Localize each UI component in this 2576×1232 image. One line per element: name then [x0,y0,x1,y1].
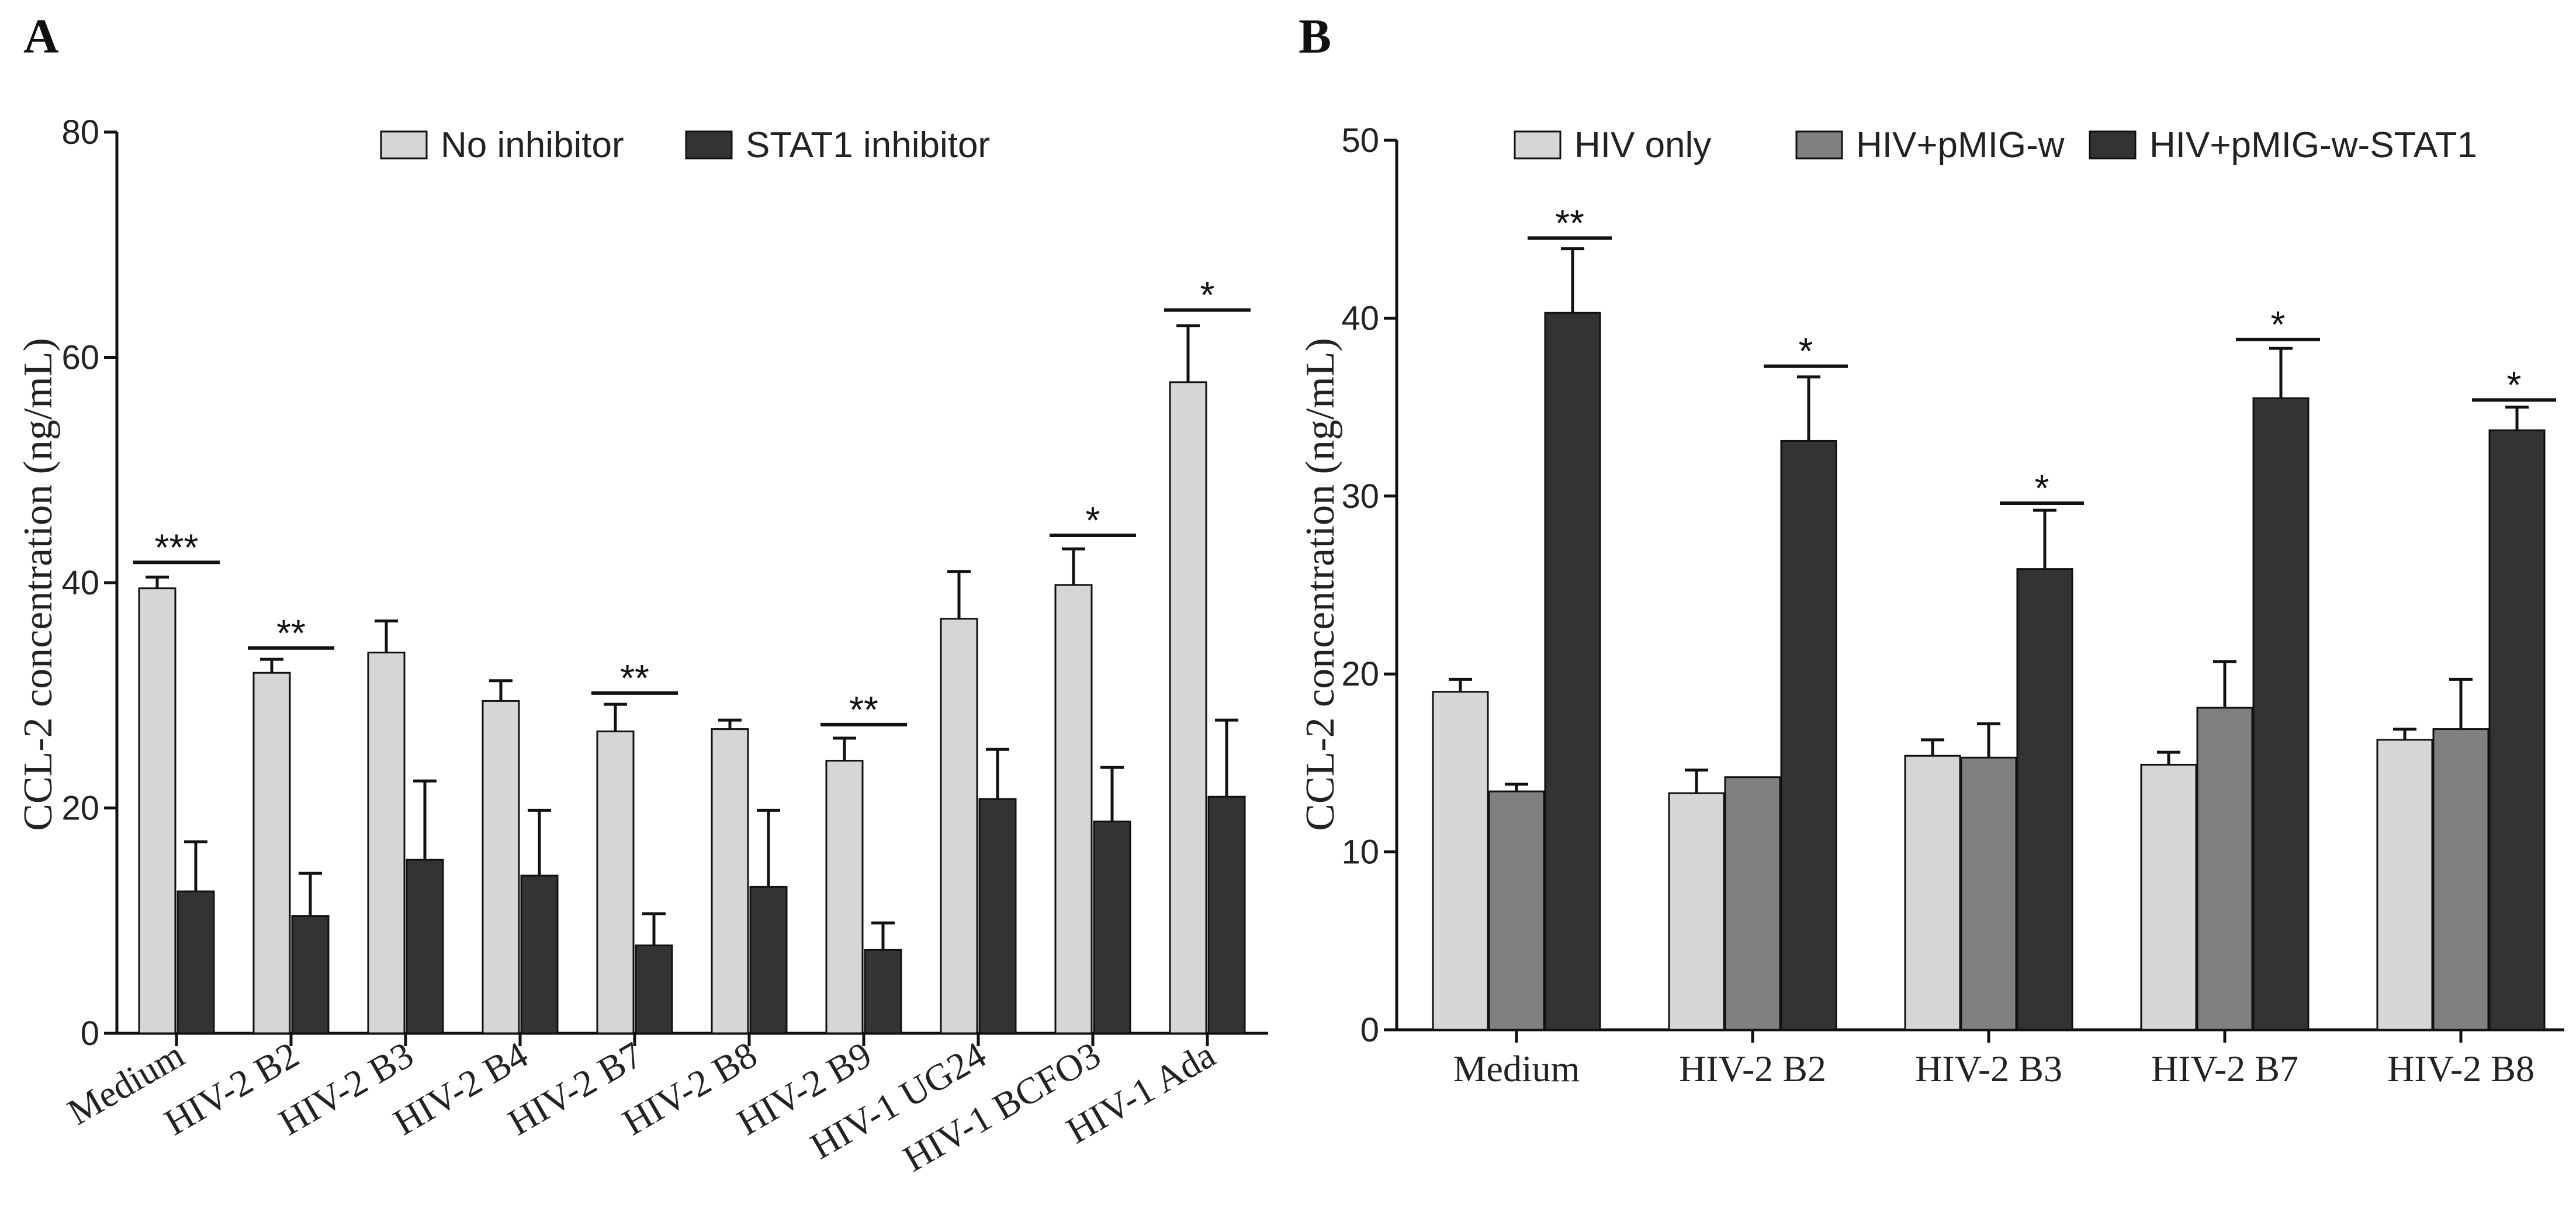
bar-1 [138,587,176,1034]
y-axis-label-b: CCL-2 concentration (ng/mL) [1298,338,1343,831]
bar-2 [864,949,902,1034]
bar-2 [291,915,330,1034]
y-tick-label: 30 [1341,477,1379,515]
bar-1 [1169,381,1207,1034]
bar-3 [2016,568,2073,1031]
y-tick-label: 20 [1341,655,1379,693]
category-label: HIV-2 B3 [1915,1048,2062,1089]
chart-panel-b: 0 10 20 30 40 50 Medium HIV-2 B2 HIV-2 B3 HIV-2 B… [1341,122,2564,1089]
legend-label: No inhibitor [441,125,624,165]
bar-2 [2196,707,2253,1031]
bar-3 [2488,429,2546,1031]
significance-label: * [2271,303,2286,345]
bar-2 [406,859,444,1034]
significance-label: ** [620,657,649,699]
legend-swatch [1795,130,1843,160]
y-tick-label: 0 [1360,1011,1379,1049]
bar-1 [482,700,520,1034]
bar-2 [635,944,673,1034]
significance-label: * [2035,467,2049,509]
bar-2 [749,885,788,1034]
y-tick-label: 20 [61,790,99,828]
bar-3 [2252,397,2310,1031]
y-tick-label: 40 [1341,299,1379,337]
y-tick-label: 80 [61,113,99,151]
significance-label: ** [849,688,878,731]
legend-label: HIV only [1574,125,1711,165]
significance-label: ** [1555,202,1584,244]
category-label: Medium [1453,1048,1580,1089]
bar-2 [1093,821,1131,1034]
bar-2 [1960,756,2017,1031]
bar-1 [1904,755,1961,1031]
significance-label: * [2507,364,2522,406]
bar-1 [2376,739,2433,1031]
category-label: HIV-2 B7 [2151,1048,2298,1089]
bar-2 [1207,795,1246,1034]
legend-swatch [1514,130,1561,160]
bar-1 [825,760,864,1034]
y-axis-label-a: CCL-2 concentration (ng/mL) [16,338,61,831]
bar-2 [1724,776,1781,1031]
bar-1 [711,728,749,1034]
bar-2 [520,874,559,1034]
category-label: HIV-2 B2 [1679,1048,1826,1089]
legend-label: HIV+pMIG-w-STAT1 [2149,125,2477,165]
bar-1 [252,672,291,1034]
bar-2 [176,890,215,1034]
bar-1 [1668,792,1725,1031]
bar-2 [1488,790,1545,1031]
significance-label: * [1799,330,1813,372]
significance-label: * [1200,274,1215,316]
bar-1 [2140,763,2197,1031]
legend-swatch [380,130,428,160]
category-label: HIV-2 B8 [2387,1048,2535,1089]
significance-label: * [1086,499,1100,541]
panel-letter-b: B [1299,9,1331,64]
bar-1 [367,652,406,1034]
y-tick-label: 50 [1341,122,1379,160]
bar-3 [1780,439,1837,1031]
significance-label: *** [155,526,199,568]
bar-2 [978,798,1017,1034]
y-tick-label: 40 [61,564,99,602]
y-tick-label: 0 [81,1015,99,1053]
bar-1 [1054,584,1093,1034]
legend-swatch [685,130,733,160]
bar-1 [940,618,978,1034]
y-tick-label: 10 [1341,833,1379,871]
y-tick-label: 60 [61,339,99,377]
bar-2 [2432,728,2490,1031]
legend-label: HIV+pMIG-w [1856,125,2065,165]
panel-letter-a: A [23,9,59,64]
significance-label: ** [276,612,306,654]
bar-3 [1544,312,1601,1031]
legend-label: STAT1 inhibitor [746,125,990,165]
bar-1 [596,730,635,1034]
bar-1 [1432,691,1489,1031]
legend-swatch [2089,130,2137,160]
